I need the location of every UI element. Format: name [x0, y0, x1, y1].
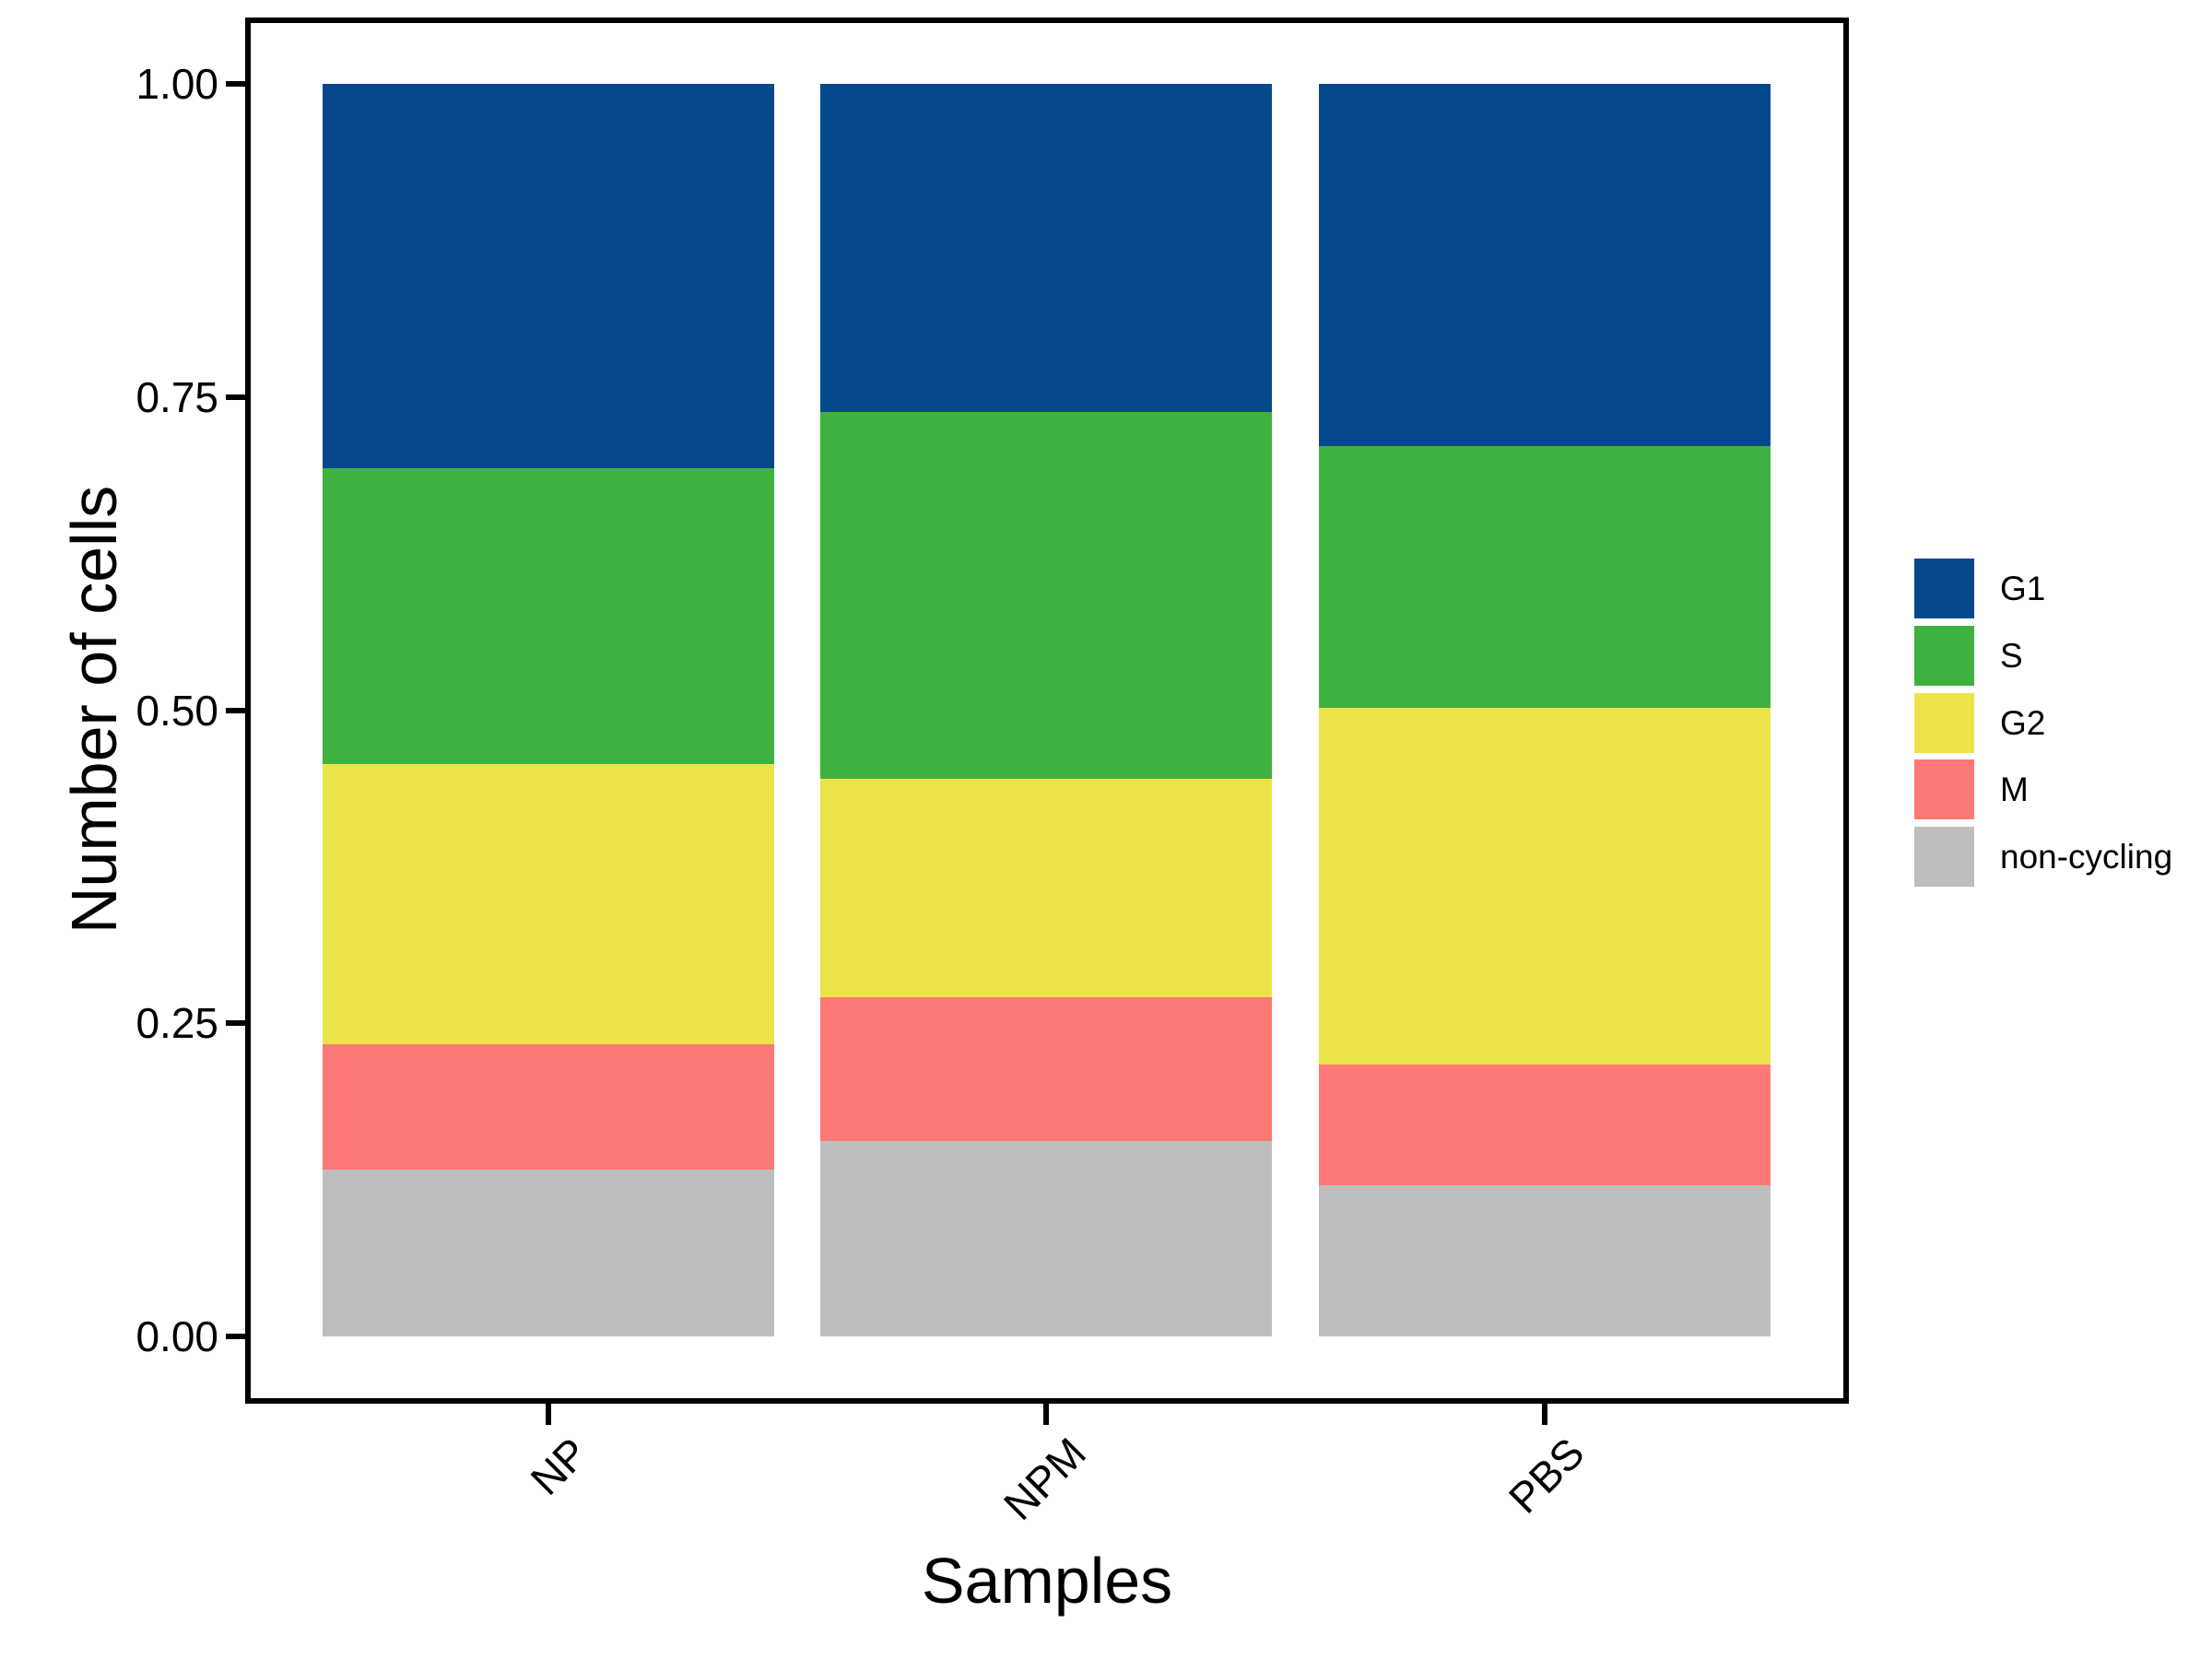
- legend-label-S: S: [2000, 636, 2023, 675]
- bar-PBS-segment-G1: [1319, 84, 1771, 446]
- x-tick-label: NPM: [994, 1428, 1095, 1529]
- legend-item-M: M: [1914, 759, 2029, 820]
- legend-label-G1: G1: [2000, 570, 2046, 607]
- x-tick-label: NP: [521, 1428, 597, 1504]
- y-tick-label: 0.50: [135, 686, 218, 735]
- bar-NPM: [820, 84, 1272, 1336]
- legend-item-non-cycling: non-cycling: [1914, 827, 2172, 887]
- legend-label-M: M: [2000, 771, 2029, 809]
- legend-swatch-G2: [1914, 692, 1974, 753]
- bar-NP: [323, 84, 774, 1336]
- y-tick-label: 1.00: [135, 60, 218, 108]
- bar-NP-segment-S: [323, 468, 774, 764]
- legend-swatch-M: [1914, 759, 1974, 820]
- bar-PBS-segment-S: [1319, 445, 1771, 708]
- legend-item-G2: G2: [1914, 692, 2046, 753]
- y-tick-mark: [226, 707, 245, 713]
- x-tick-mark: [546, 1404, 551, 1425]
- x-tick-label: PBS: [1499, 1428, 1594, 1523]
- x-tick-mark: [1542, 1404, 1547, 1425]
- bar-NP-segment-G1: [323, 84, 774, 469]
- bar-NP-segment-M: [323, 1044, 774, 1171]
- legend-swatch-S: [1914, 625, 1974, 686]
- legend-label-G2: G2: [2000, 703, 2046, 742]
- bar-NP-segment-G2: [323, 763, 774, 1045]
- x-tick-mark: [1043, 1404, 1049, 1425]
- y-tick-label: 0.75: [135, 372, 218, 421]
- bar-PBS-segment-non-cycling: [1319, 1184, 1771, 1336]
- y-tick-label: 0.00: [135, 1312, 218, 1360]
- plot-panel-border: [245, 18, 1849, 1404]
- legend-label-non-cycling: non-cycling: [2000, 838, 2173, 876]
- bar-PBS-segment-G2: [1319, 707, 1771, 1065]
- y-tick-label: 0.25: [135, 999, 218, 1048]
- bar-PBS: [1319, 84, 1771, 1336]
- legend-item-G1: G1: [1914, 559, 2045, 618]
- y-tick-mark: [226, 1334, 245, 1339]
- bar-PBS-segment-M: [1319, 1065, 1771, 1185]
- y-tick-mark: [226, 394, 245, 400]
- bar-NPM-segment-S: [820, 412, 1272, 780]
- y-tick-mark: [226, 81, 245, 87]
- legend-swatch-non-cycling: [1914, 827, 1974, 887]
- bar-NPM-segment-M: [820, 996, 1272, 1141]
- bar-NPM-segment-G1: [820, 84, 1272, 413]
- legend-swatch-G1: [1914, 559, 1974, 618]
- legend-item-S: S: [1914, 625, 2023, 686]
- bar-NPM-segment-non-cycling: [820, 1140, 1272, 1336]
- x-axis-title: Samples: [921, 1545, 1173, 1617]
- y-tick-mark: [226, 1020, 245, 1027]
- bar-NPM-segment-G2: [820, 779, 1272, 997]
- bar-NP-segment-non-cycling: [323, 1170, 774, 1336]
